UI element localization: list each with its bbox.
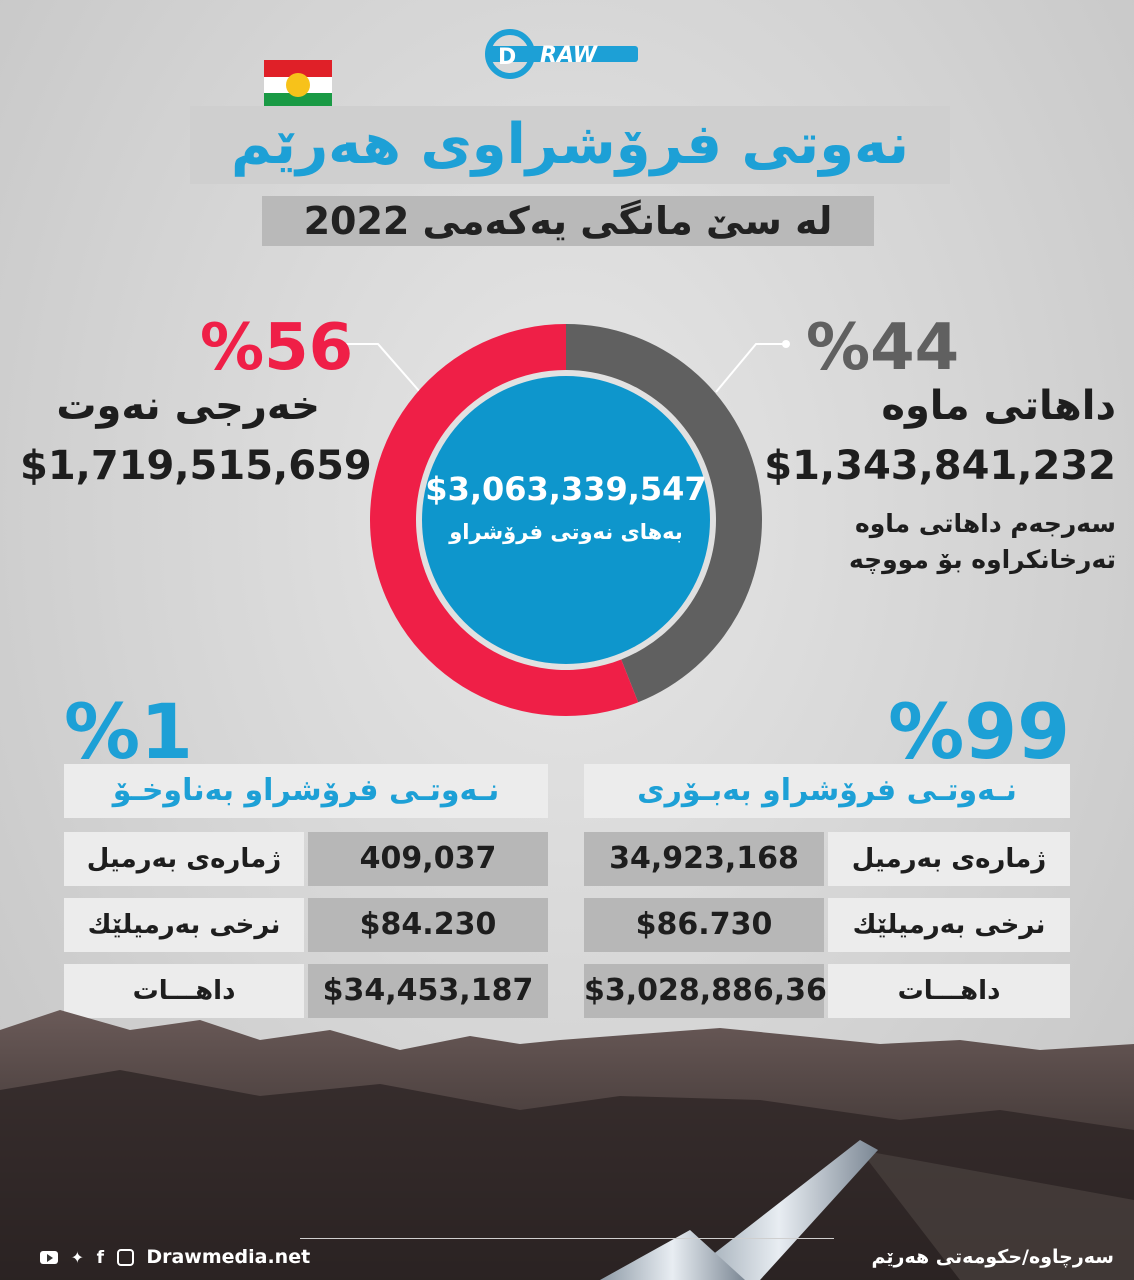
- export-row-value: $3,028,886,361: [584, 964, 848, 1018]
- donut-slice-remaining: [566, 324, 763, 703]
- pipeline-landscape-image: [0, 1010, 1134, 1280]
- local-row-label: داهـــات: [64, 964, 304, 1018]
- donut-center: [422, 376, 710, 664]
- remaining-note: سەرجەم داهاتی ماوە تەرخانكراوە بۆ مووچە: [760, 506, 1116, 578]
- footer-divider: [300, 1238, 834, 1239]
- draw-logo: D RAW: [485, 29, 638, 79]
- export-row-label: نرخی بەرمیلێك: [828, 898, 1070, 952]
- export-row-value: $86.730: [584, 898, 824, 952]
- export-row-label: داهـــات: [828, 964, 1070, 1018]
- facebook-icon[interactable]: f: [96, 1247, 105, 1268]
- footer-social: ✦ f Drawmedia.net: [40, 1246, 340, 1268]
- export-row-value: 34,923,168: [584, 832, 824, 886]
- expense-percent: %56: [200, 311, 354, 385]
- instagram-icon[interactable]: [116, 1249, 134, 1266]
- source-credit: سەرچاوە/حكومەتی هەرێم: [871, 1246, 1114, 1268]
- logo-text: RAW: [540, 43, 599, 68]
- export-percent: %99: [888, 687, 1070, 776]
- remaining-percent: %44: [806, 311, 960, 385]
- page-title: نەوتی فرۆشراوی هەرێم: [190, 106, 950, 184]
- total-value-label: بەهای نەوتی فرۆشراو: [449, 520, 683, 544]
- local-row-value: $84.230: [308, 898, 548, 952]
- logo-letter: D: [498, 45, 516, 70]
- local-heading: نـەوتـی فرۆشراو بەناوخـۆ: [64, 764, 548, 818]
- remaining-label: داهاتی ماوە: [881, 383, 1116, 429]
- export-row-label: ژمارەی بەرمیل: [828, 832, 1070, 886]
- remaining-amount: $1,343,841,232: [764, 443, 1116, 489]
- donut-slice-expense: [370, 324, 639, 716]
- remaining-note-line2: تەرخانكراوە بۆ مووچە: [848, 545, 1116, 574]
- local-row-label: ژمارەی بەرمیل: [64, 832, 304, 886]
- donut-chart: [370, 324, 763, 716]
- total-value-amount: $3,063,339,547: [425, 470, 707, 508]
- expense-amount: $1,719,515,659: [20, 443, 372, 489]
- local-row-value: 409,037: [308, 832, 548, 886]
- youtube-icon[interactable]: [40, 1251, 58, 1264]
- expense-label: خەرجی نەوت: [56, 383, 320, 429]
- twitter-icon[interactable]: ✦: [70, 1248, 85, 1267]
- kurdistan-flag-icon: [264, 60, 332, 110]
- local-row-label: نرخی بەرمیلێك: [64, 898, 304, 952]
- local-row-value: $34,453,187: [308, 964, 548, 1018]
- local-percent: %1: [64, 687, 194, 776]
- website-link[interactable]: Drawmedia.net: [146, 1246, 311, 1268]
- page-subtitle: لە سێ مانگی یەکەمی 2022: [262, 196, 874, 246]
- remaining-note-line1: سەرجەم داهاتی ماوە: [854, 509, 1116, 538]
- export-heading: نـەوتـی فرۆشراو بەبـۆری: [584, 764, 1070, 818]
